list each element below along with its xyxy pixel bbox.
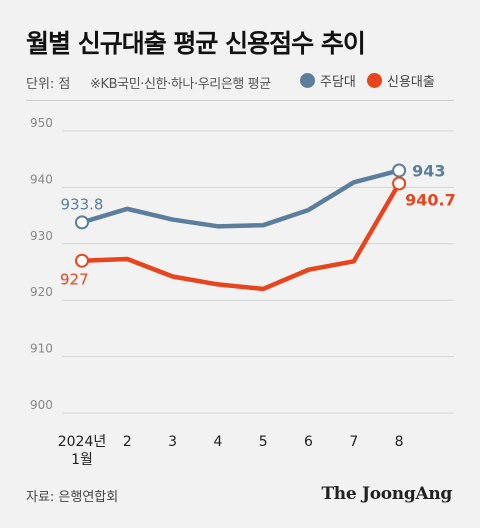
data-point-marker <box>75 215 89 230</box>
series-line-0 <box>79 168 402 229</box>
legend-item-mortgage: 주담대 <box>300 71 356 90</box>
x-tick-label: 2 <box>123 434 132 450</box>
data-point-marker <box>75 253 89 268</box>
brand-logo: The JoongAng <box>321 484 452 504</box>
data-point-marker <box>392 163 407 178</box>
y-tick-label: 950 <box>30 116 53 130</box>
y-tick-label: 910 <box>30 342 53 356</box>
data-label: 940.7 <box>405 190 456 209</box>
legend-label-mortgage: 주담대 <box>320 75 356 90</box>
unit-label: 단위: 점 <box>26 77 71 92</box>
chart-title: 월별 신규대출 평균 신용점수 추이 <box>26 29 366 58</box>
x-tick-label: 8 <box>395 434 404 450</box>
x-tick-label: 6 <box>304 434 313 450</box>
series-line-1 <box>79 181 402 292</box>
legend-swatch-mortgage <box>300 73 315 88</box>
x-tick-label: 5 <box>259 434 268 450</box>
header-divider <box>26 100 454 101</box>
y-tick-label: 900 <box>30 398 53 412</box>
legend-item-credit: 신용대출 <box>367 71 435 90</box>
data-point-marker <box>392 176 407 191</box>
y-tick-label: 940 <box>30 172 53 186</box>
data-label: 943 <box>412 161 445 180</box>
data-label: 933.8 <box>61 195 104 213</box>
data-label: 927 <box>60 271 89 289</box>
source-note: ※KB국민·신한·하나·우리은행 평균 <box>90 77 271 92</box>
x-tick-label: 1월 <box>71 452 93 468</box>
x-tick-label: 7 <box>349 434 358 450</box>
data-source: 자료: 은행연합회 <box>26 490 119 505</box>
y-tick-label: 920 <box>30 285 53 299</box>
x-tick-label: 4 <box>213 434 222 450</box>
legend-swatch-credit <box>367 73 382 88</box>
legend-label-credit: 신용대출 <box>387 75 435 90</box>
x-tick-label: 3 <box>168 434 177 450</box>
x-tick-label: 2024년 <box>58 434 107 450</box>
y-tick-label: 930 <box>30 229 53 243</box>
